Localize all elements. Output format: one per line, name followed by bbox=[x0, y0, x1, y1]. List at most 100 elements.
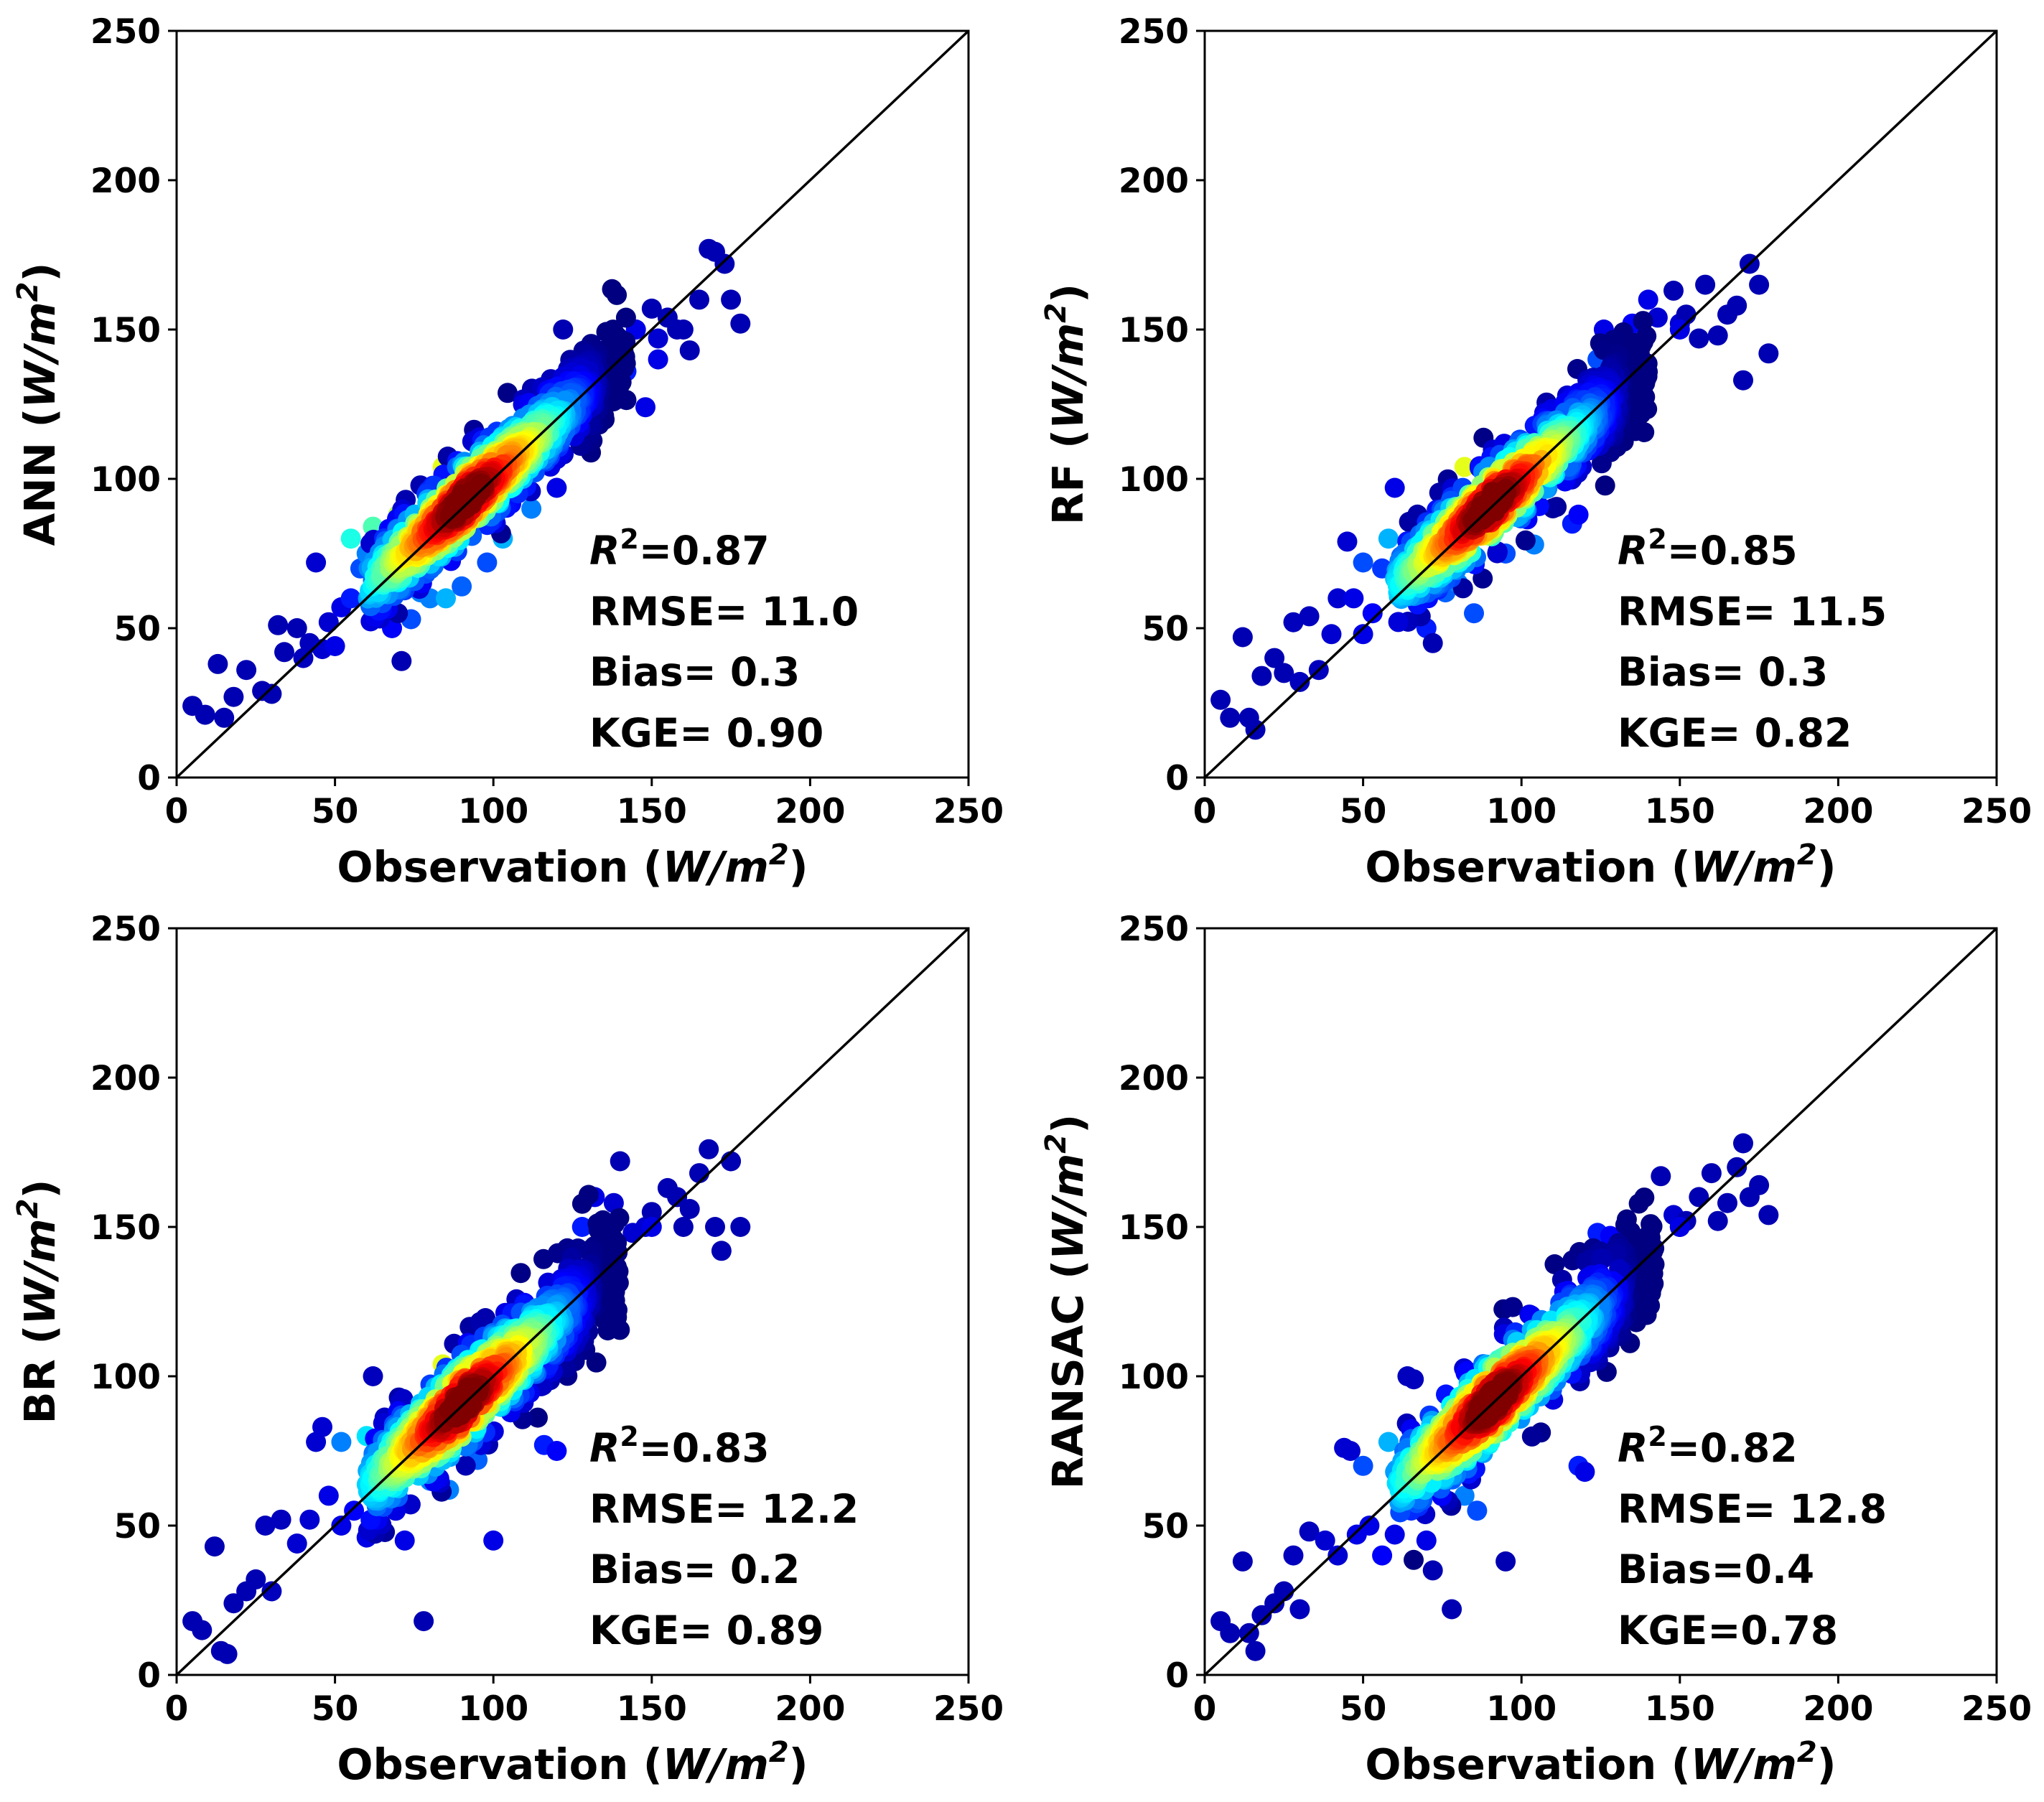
data-point bbox=[1220, 707, 1241, 728]
x-tick-label: 150 bbox=[1645, 1689, 1715, 1729]
y-tick-label: 0 bbox=[1165, 759, 1189, 798]
y-tick-label: 250 bbox=[1119, 12, 1189, 52]
data-point bbox=[1733, 370, 1753, 391]
density-point bbox=[1595, 475, 1615, 496]
x-tick-label: 0 bbox=[1193, 1689, 1217, 1729]
x-tick-label: 50 bbox=[312, 1689, 358, 1729]
data-point bbox=[1340, 1441, 1361, 1461]
x-tick-label: 100 bbox=[458, 792, 528, 831]
data-point bbox=[1733, 1133, 1753, 1154]
plot-area bbox=[177, 928, 969, 1675]
data-point bbox=[1220, 1623, 1241, 1643]
stat-r2: R2=0.82 bbox=[1618, 1421, 1798, 1471]
data-point bbox=[1416, 1530, 1437, 1551]
data-point bbox=[1289, 1599, 1310, 1620]
density-point bbox=[1388, 612, 1409, 632]
x-tick-label: 250 bbox=[933, 792, 1004, 831]
density-point bbox=[1632, 353, 1652, 373]
data-point bbox=[1353, 552, 1373, 573]
density-point bbox=[607, 284, 627, 305]
data-point bbox=[705, 1217, 725, 1237]
density-point bbox=[1503, 1297, 1523, 1317]
y-tick-label: 100 bbox=[90, 1358, 161, 1397]
data-point bbox=[546, 1441, 567, 1461]
data-point bbox=[306, 552, 327, 573]
density-point bbox=[587, 1213, 608, 1234]
data-point bbox=[1495, 1551, 1516, 1572]
data-point bbox=[1422, 632, 1443, 653]
data-point bbox=[1638, 289, 1658, 310]
data-point bbox=[1343, 588, 1364, 609]
density-point bbox=[609, 1208, 630, 1228]
panel-ransac: 0 50 100 150 200 250 0 50 100 150 200 250 Observatio… bbox=[1040, 910, 2032, 1789]
data-point bbox=[689, 1163, 709, 1184]
y-tick-label: 0 bbox=[137, 759, 161, 798]
data-point bbox=[1274, 1581, 1294, 1602]
data-point bbox=[730, 1217, 751, 1237]
y-tick-label: 150 bbox=[1119, 1208, 1189, 1248]
x-tick-label: 200 bbox=[1803, 792, 1873, 831]
data-point bbox=[1384, 477, 1405, 498]
y-tick-label: 50 bbox=[114, 610, 161, 649]
data-point bbox=[1353, 624, 1373, 645]
data-point bbox=[721, 289, 742, 310]
data-point bbox=[214, 707, 235, 728]
plot-area bbox=[1205, 928, 1997, 1675]
data-point bbox=[1321, 624, 1342, 645]
y-tick-label: 200 bbox=[90, 1059, 161, 1098]
data-point bbox=[274, 642, 294, 663]
density-point bbox=[1634, 422, 1655, 442]
density-point bbox=[1642, 1216, 1663, 1237]
panel-br: 0 50 100 150 200 250 0 50 100 150 200 250 Observatio… bbox=[11, 910, 1004, 1789]
x-tick-label: 50 bbox=[1340, 792, 1386, 831]
data-point bbox=[1422, 1560, 1443, 1581]
one-to-one-line bbox=[177, 928, 969, 1675]
data-point bbox=[1274, 663, 1294, 683]
one-to-one-line bbox=[1205, 31, 1997, 778]
y-tick-label: 50 bbox=[114, 1507, 161, 1546]
data-point bbox=[699, 1139, 719, 1159]
density-point bbox=[1544, 1254, 1565, 1274]
data-point bbox=[1283, 612, 1304, 632]
data-point bbox=[391, 650, 412, 671]
x-tick-label: 50 bbox=[1340, 1689, 1386, 1729]
x-tick-label: 200 bbox=[775, 792, 845, 831]
density-point bbox=[1515, 530, 1536, 551]
x-tick-label: 250 bbox=[1961, 792, 2032, 831]
stat-bias: Bias= 0.3 bbox=[1618, 649, 1828, 695]
data-point bbox=[236, 660, 257, 681]
data-point bbox=[1264, 648, 1285, 668]
y-tick-label: 150 bbox=[1119, 311, 1189, 350]
data-point bbox=[246, 1569, 266, 1589]
stat-rmse: RMSE= 12.8 bbox=[1618, 1486, 1887, 1532]
data-point bbox=[207, 653, 228, 674]
x-tick-label: 0 bbox=[165, 1689, 189, 1729]
data-point bbox=[340, 528, 361, 549]
x-tick-label: 200 bbox=[1803, 1689, 1873, 1729]
data-point bbox=[673, 1217, 694, 1237]
data-point bbox=[1464, 603, 1484, 624]
density-point bbox=[1404, 1549, 1424, 1570]
data-point bbox=[1299, 606, 1320, 627]
data-point bbox=[483, 1530, 504, 1551]
data-point bbox=[1689, 328, 1709, 349]
axes-frame bbox=[175, 927, 970, 1676]
stat-bias: Bias= 0.2 bbox=[589, 1546, 800, 1592]
data-point bbox=[553, 319, 574, 340]
data-point bbox=[1353, 1455, 1373, 1476]
data-point bbox=[571, 1217, 592, 1237]
density-point bbox=[599, 1307, 620, 1327]
data-point bbox=[268, 615, 289, 635]
data-point bbox=[679, 1199, 700, 1219]
data-point bbox=[1378, 1432, 1399, 1452]
data-point bbox=[340, 588, 361, 609]
stat-bias: Bias= 0.3 bbox=[589, 649, 800, 695]
y-tick-label: 0 bbox=[1165, 1656, 1189, 1696]
x-tick-label: 150 bbox=[1645, 792, 1715, 831]
density-point bbox=[470, 474, 490, 495]
data-point bbox=[1758, 343, 1779, 364]
data-point bbox=[1404, 1369, 1424, 1390]
data-point bbox=[1651, 1166, 1671, 1187]
data-point bbox=[261, 1581, 282, 1602]
